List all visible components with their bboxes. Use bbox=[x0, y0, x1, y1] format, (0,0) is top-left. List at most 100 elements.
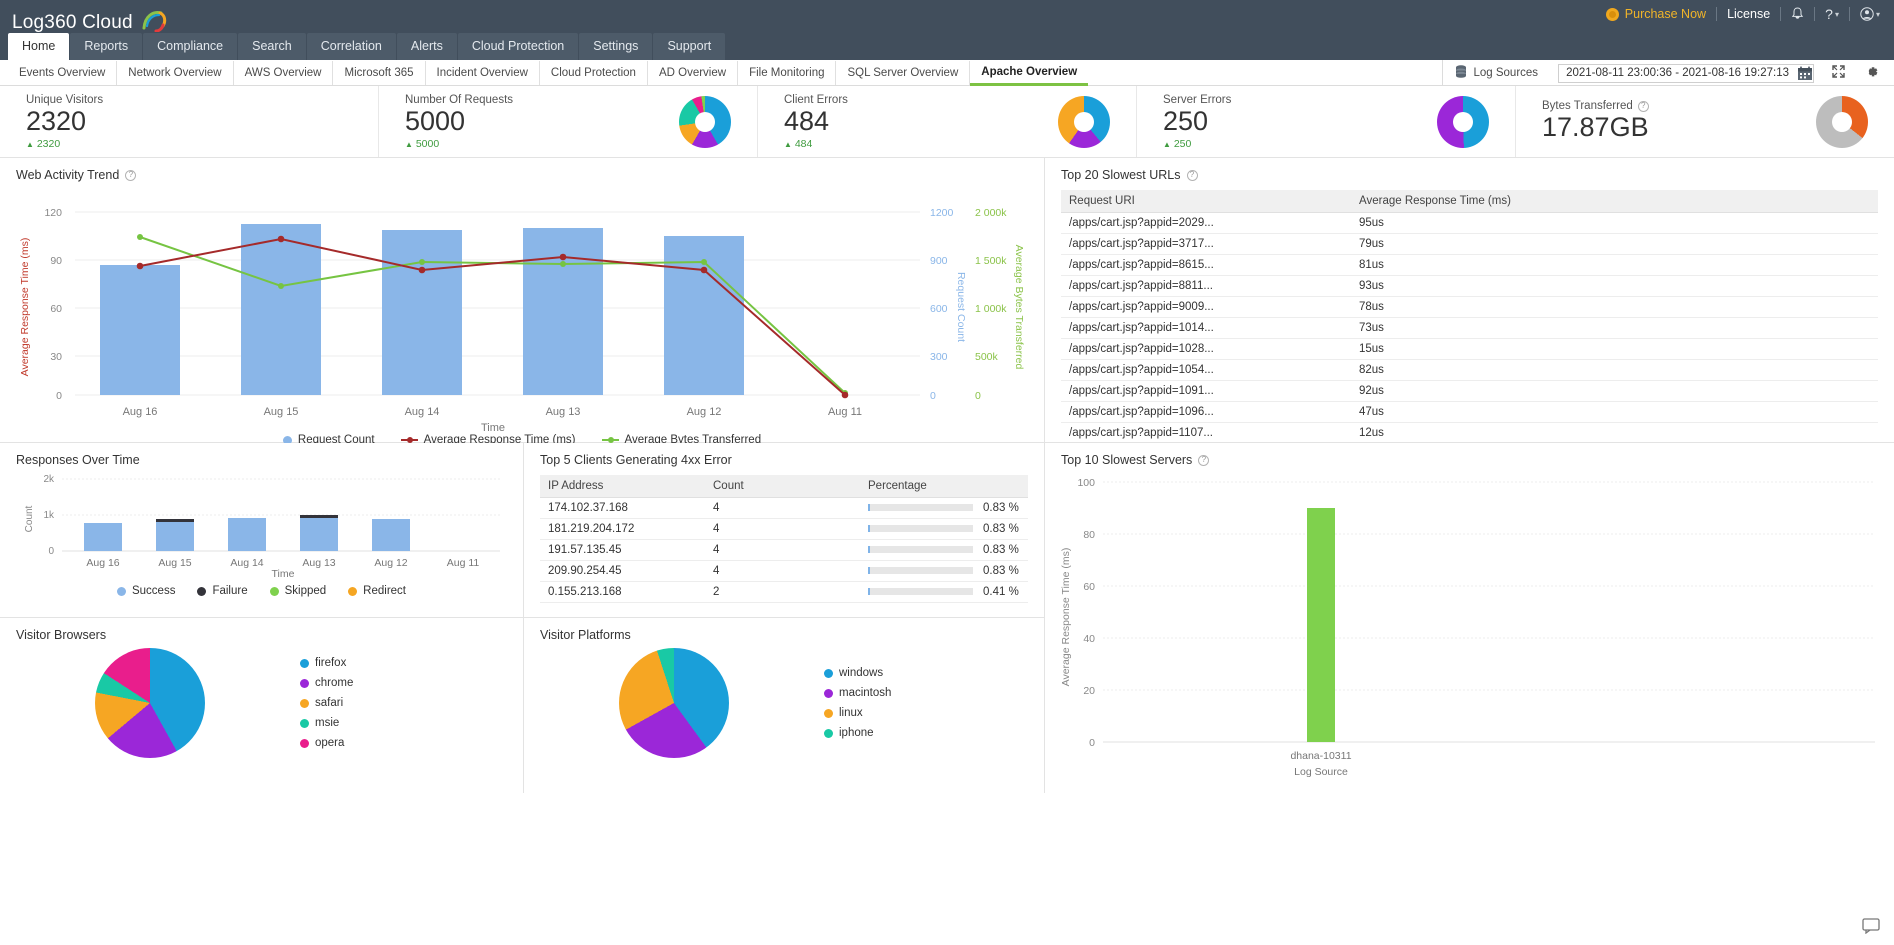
main-tab-settings[interactable]: Settings bbox=[579, 33, 653, 60]
legend-item-chrome[interactable]: chrome bbox=[300, 677, 353, 689]
kpi-card-bytes-transferred[interactable]: Bytes Transferred ? 17.87GB bbox=[1516, 86, 1894, 157]
svg-text:Aug 15: Aug 15 bbox=[264, 406, 299, 418]
svg-text:0: 0 bbox=[930, 390, 936, 402]
log-sources-button[interactable]: Log Sources bbox=[1442, 60, 1550, 86]
sub-tab-file-monitoring[interactable]: File Monitoring bbox=[738, 60, 837, 85]
table-row[interactable]: 174.102.37.168 4 0.83 % bbox=[540, 497, 1028, 519]
table-row[interactable]: /apps/cart.jsp?appid=2029... 95us bbox=[1061, 212, 1878, 234]
column-avg-response-time[interactable]: Average Response Time (ms) bbox=[1351, 190, 1878, 213]
column-request-uri[interactable]: Request URI bbox=[1061, 190, 1351, 213]
help-question-icon[interactable]: ? bbox=[1186, 169, 1198, 181]
legend-item-iphone[interactable]: iphone bbox=[824, 727, 891, 739]
svg-text:2 000k: 2 000k bbox=[975, 207, 1007, 219]
table-row[interactable]: /apps/cart.jsp?appid=8615... 81us bbox=[1061, 254, 1878, 276]
chat-bubble-icon[interactable] bbox=[1862, 918, 1880, 937]
table-row[interactable]: /apps/cart.jsp?appid=1014... 73us bbox=[1061, 317, 1878, 339]
legend-item-msie[interactable]: msie bbox=[300, 717, 353, 729]
sub-tab-network-overview[interactable]: Network Overview bbox=[117, 60, 234, 85]
license-link[interactable]: License bbox=[1727, 7, 1771, 21]
cell-ip-address: 209.90.254.45 bbox=[540, 560, 705, 582]
table-row[interactable]: /apps/cart.jsp?appid=9009... 78us bbox=[1061, 296, 1878, 318]
help-question-icon[interactable]: ? bbox=[1637, 100, 1649, 112]
table-row[interactable]: 191.57.135.45 4 0.83 % bbox=[540, 539, 1028, 561]
fullscreen-expand-icon[interactable] bbox=[1822, 64, 1855, 82]
table-row[interactable]: /apps/cart.jsp?appid=1096... 47us bbox=[1061, 401, 1878, 423]
sub-tab-apache-overview[interactable]: Apache Overview bbox=[970, 60, 1089, 86]
kpi-card-server-errors[interactable]: Server Errors 250 ▲ 250 bbox=[1137, 86, 1516, 157]
calendar-icon[interactable] bbox=[1797, 66, 1813, 81]
table-row[interactable]: 209.90.254.45 4 0.83 % bbox=[540, 560, 1028, 582]
column-ip-address[interactable]: IP Address bbox=[540, 475, 705, 498]
help-question-icon[interactable]: ? bbox=[125, 169, 137, 181]
kpi-delta-value: 250 bbox=[1173, 137, 1192, 150]
legend-label: safari bbox=[315, 697, 344, 709]
kpi-card-unique-visitors[interactable]: Unique Visitors 2320 ▲ 2320 bbox=[0, 86, 379, 157]
main-tab-cloud-protection[interactable]: Cloud Protection bbox=[457, 33, 579, 60]
svg-text:Time: Time bbox=[481, 422, 505, 432]
svg-text:Aug 12: Aug 12 bbox=[687, 406, 722, 418]
cell-count: 4 bbox=[705, 497, 860, 519]
column-percentage[interactable]: Percentage bbox=[860, 475, 1028, 498]
table-row[interactable]: /apps/cart.jsp?appid=1028... 15us bbox=[1061, 338, 1878, 360]
main-tab-alerts[interactable]: Alerts bbox=[396, 33, 457, 60]
svg-text:Average Response Time (ms): Average Response Time (ms) bbox=[19, 238, 31, 377]
panel-title: Responses Over Time bbox=[0, 443, 523, 467]
main-tab-compliance[interactable]: Compliance bbox=[143, 33, 238, 60]
percentage-bar bbox=[868, 567, 973, 575]
legend-label: iphone bbox=[839, 727, 874, 739]
legend-item-success[interactable]: Success bbox=[116, 585, 175, 597]
table-row[interactable]: /apps/cart.jsp?appid=8811... 93us bbox=[1061, 275, 1878, 297]
responses-over-time-chart: 2k 1k 0 Count Aug 16 Aug 15 Aug 14 Aug bbox=[24, 474, 500, 577]
legend-item-firefox[interactable]: firefox bbox=[300, 657, 353, 669]
sub-tab-cloud-protection[interactable]: Cloud Protection bbox=[540, 60, 648, 85]
sub-tab-sql-server-overview[interactable]: SQL Server Overview bbox=[836, 60, 971, 85]
main-tab-support[interactable]: Support bbox=[653, 33, 726, 60]
settings-gear-icon[interactable] bbox=[1855, 64, 1888, 82]
legend-label: Skipped bbox=[284, 585, 327, 597]
table-row[interactable]: 0.155.213.168 2 0.41 % bbox=[540, 581, 1028, 603]
main-tab-search[interactable]: Search bbox=[238, 33, 306, 60]
legend-item-macintosh[interactable]: macintosh bbox=[824, 687, 891, 699]
sub-tab-microsoft-365[interactable]: Microsoft 365 bbox=[333, 60, 426, 85]
database-icon bbox=[1455, 65, 1467, 81]
kpi-card-client-errors[interactable]: Client Errors 484 ▲ 484 bbox=[758, 86, 1137, 157]
help-question-icon[interactable]: ? ▾ bbox=[1825, 6, 1839, 22]
table-row[interactable]: /apps/cart.jsp?appid=3717... 79us bbox=[1061, 233, 1878, 255]
main-tab-correlation[interactable]: Correlation bbox=[306, 33, 396, 60]
table-row[interactable]: 181.219.204.172 4 0.83 % bbox=[540, 518, 1028, 540]
legend-label: msie bbox=[315, 717, 340, 729]
legend-swatch bbox=[824, 668, 833, 678]
date-range-picker[interactable]: 2021-08-11 23:00:36 - 2021-08-16 19:27:1… bbox=[1558, 63, 1814, 83]
table-row[interactable]: /apps/cart.jsp?appid=1091... 92us bbox=[1061, 380, 1878, 402]
table-row[interactable]: /apps/cart.jsp?appid=1054... 82us bbox=[1061, 359, 1878, 381]
legend-item-redirect[interactable]: Redirect bbox=[348, 585, 406, 597]
legend-item-windows[interactable]: windows bbox=[824, 667, 891, 679]
legend-label: windows bbox=[839, 667, 884, 679]
legend-item-skipped[interactable]: Skipped bbox=[269, 585, 327, 597]
main-tab-reports[interactable]: Reports bbox=[70, 33, 143, 60]
sub-tab-aws-overview[interactable]: AWS Overview bbox=[234, 60, 334, 85]
sub-tab-ad-overview[interactable]: AD Overview bbox=[648, 60, 739, 85]
main-tab-home[interactable]: Home bbox=[8, 33, 70, 60]
brand-logo[interactable]: Log360 Cloud bbox=[12, 6, 167, 34]
legend-swatch bbox=[601, 437, 619, 443]
panel-title-text: Responses Over Time bbox=[16, 453, 140, 467]
kpi-card-number-of-requests[interactable]: Number Of Requests 5000 ▲ 5000 bbox=[379, 86, 758, 157]
table-row[interactable]: /apps/cart.jsp?appid=1107... 12us bbox=[1061, 422, 1878, 444]
purchase-now-button[interactable]: Purchase Now bbox=[1605, 7, 1706, 21]
legend-item-failure[interactable]: Failure bbox=[197, 585, 248, 597]
svg-text:500k: 500k bbox=[975, 351, 999, 363]
top-right-actions: Purchase Now License ? ▾ ▾ bbox=[1605, 0, 1880, 28]
svg-text:90: 90 bbox=[50, 255, 62, 267]
legend-item-opera[interactable]: opera bbox=[300, 737, 353, 749]
notification-bell-icon[interactable] bbox=[1791, 7, 1804, 21]
help-question-icon[interactable]: ? bbox=[1198, 454, 1210, 466]
kpi-label: Number Of Requests bbox=[405, 93, 514, 106]
sub-tab-incident-overview[interactable]: Incident Overview bbox=[426, 60, 540, 85]
legend-item-safari[interactable]: safari bbox=[300, 697, 353, 709]
user-account-icon[interactable]: ▾ bbox=[1860, 7, 1880, 21]
legend-item-linux[interactable]: linux bbox=[824, 707, 891, 719]
sub-tab-events-overview[interactable]: Events Overview bbox=[8, 60, 118, 85]
responses-over-time-legend: Success Failure Skipped Redirect bbox=[0, 585, 523, 597]
column-count[interactable]: Count bbox=[705, 475, 860, 498]
